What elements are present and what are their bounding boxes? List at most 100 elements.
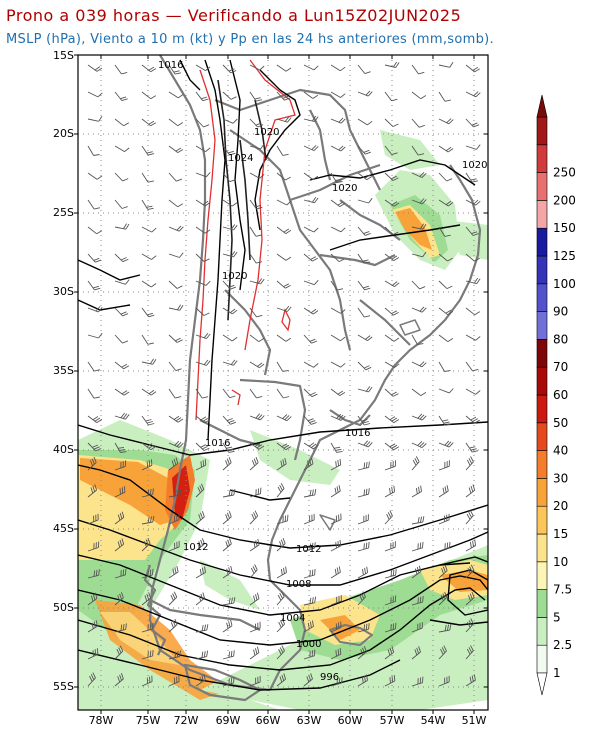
- wind-barb: [114, 253, 129, 263]
- wind-barb: [303, 596, 317, 606]
- wind-barb: [438, 624, 452, 633]
- wind-barb: [411, 388, 427, 396]
- wind-barb: [168, 280, 183, 289]
- wind-barb: [168, 199, 184, 208]
- isobar-label: 1008: [286, 579, 311, 590]
- wind-barb: [465, 388, 481, 395]
- wind-barb: [438, 513, 450, 525]
- colorbar-label: 2.5: [553, 638, 572, 652]
- wind-barb: [411, 118, 425, 128]
- wind-barb: [222, 442, 235, 453]
- wind-barb: [222, 334, 238, 342]
- wind-barb: [384, 61, 400, 68]
- colorbar-swatch: [536, 478, 548, 507]
- wind-barb: [276, 442, 292, 451]
- colorbar-label: 200: [553, 193, 576, 207]
- wind-barb: [195, 459, 207, 471]
- wind-barb: [438, 564, 448, 579]
- wind-barb: [195, 624, 209, 633]
- wind-barb: [411, 251, 427, 258]
- wind-barb: [141, 172, 154, 183]
- wind-barb: [114, 361, 130, 370]
- wind-barb: [330, 91, 346, 98]
- wind-barb: [168, 64, 182, 75]
- lat-label: 30S: [53, 285, 74, 298]
- wind-barb: [222, 597, 236, 606]
- wind-barb: [465, 484, 476, 498]
- map-title: Prono a 039 horas — Verificando a Lun15Z…: [6, 6, 462, 25]
- colorbar-label: 90: [553, 305, 568, 319]
- wind-barb: [168, 118, 184, 127]
- wind-barb: [303, 415, 317, 425]
- colorbar-swatch: [536, 366, 548, 396]
- wind-barb: [438, 388, 454, 394]
- wind-barb: [87, 280, 101, 291]
- isobar-label: 1020: [332, 183, 357, 194]
- wind-barb: [357, 118, 373, 126]
- wind-barb: [357, 440, 373, 448]
- wind-barb: [249, 621, 261, 633]
- wind-barb: [141, 459, 153, 471]
- wind-barb: [465, 118, 480, 128]
- wind-barb: [276, 618, 286, 633]
- wind-barb: [249, 226, 262, 237]
- wind-barb: [222, 456, 232, 471]
- wind-barb: [438, 172, 453, 182]
- wind-barb: [411, 456, 420, 471]
- wind-barb: [87, 648, 99, 660]
- wind-barb: [168, 361, 182, 372]
- wind-barb: [438, 62, 454, 68]
- wind-barb: [195, 280, 211, 286]
- wind-barb: [384, 199, 400, 207]
- wind-barb: [411, 91, 427, 100]
- wind-barb: [222, 359, 238, 366]
- wind-barb: [384, 485, 396, 498]
- wind-barb: [276, 305, 292, 312]
- wind-barb: [195, 253, 210, 262]
- colorbar-label: 15: [553, 527, 568, 541]
- wind-barb: [384, 280, 400, 287]
- wind-barb: [411, 223, 427, 230]
- wind-barb: [168, 304, 184, 311]
- wind-barb: [303, 226, 319, 233]
- wind-barb: [276, 591, 285, 606]
- wind-barb: [357, 646, 367, 660]
- wind-barb: [249, 456, 259, 471]
- wind-barb: [114, 64, 128, 75]
- wind-barb: [141, 675, 153, 687]
- wind-barb: [276, 388, 290, 399]
- wind-barb: [249, 592, 260, 606]
- wind-barb: [141, 280, 157, 288]
- wind-barb: [384, 569, 397, 579]
- wind-barb: [438, 415, 451, 426]
- lat-label: 50S: [53, 601, 74, 614]
- wind-barb: [465, 361, 479, 372]
- colorbar-label: 50: [553, 416, 568, 430]
- wind-barb: [384, 510, 393, 525]
- colorbar-max-arrow: [536, 94, 548, 118]
- wind-barb: [141, 516, 155, 525]
- wind-barb: [438, 307, 454, 316]
- wind-barb: [384, 541, 396, 552]
- wind-barb: [465, 334, 481, 341]
- wind-barb: [411, 565, 422, 579]
- colorbar-swatch: [536, 450, 548, 479]
- wind-barb: [384, 675, 396, 687]
- wind-barb: [384, 595, 397, 606]
- wind-barb: [357, 280, 371, 291]
- wind-barb: [195, 592, 206, 606]
- wind-barb: [465, 307, 481, 316]
- wind-barb: [438, 591, 448, 606]
- colorbar-label: 80: [553, 332, 568, 346]
- wind-barb: [222, 224, 238, 231]
- wind-barb: [330, 226, 346, 233]
- wind-barb: [222, 388, 236, 399]
- wind-barb: [276, 566, 287, 579]
- wind-barb: [303, 457, 314, 471]
- wind-barb: [195, 566, 206, 579]
- wind-barb: [465, 645, 474, 660]
- isobar-label: 1012: [296, 544, 321, 555]
- wind-barb: [168, 334, 183, 343]
- wind-barb: [87, 456, 97, 471]
- wind-barb: [330, 621, 342, 633]
